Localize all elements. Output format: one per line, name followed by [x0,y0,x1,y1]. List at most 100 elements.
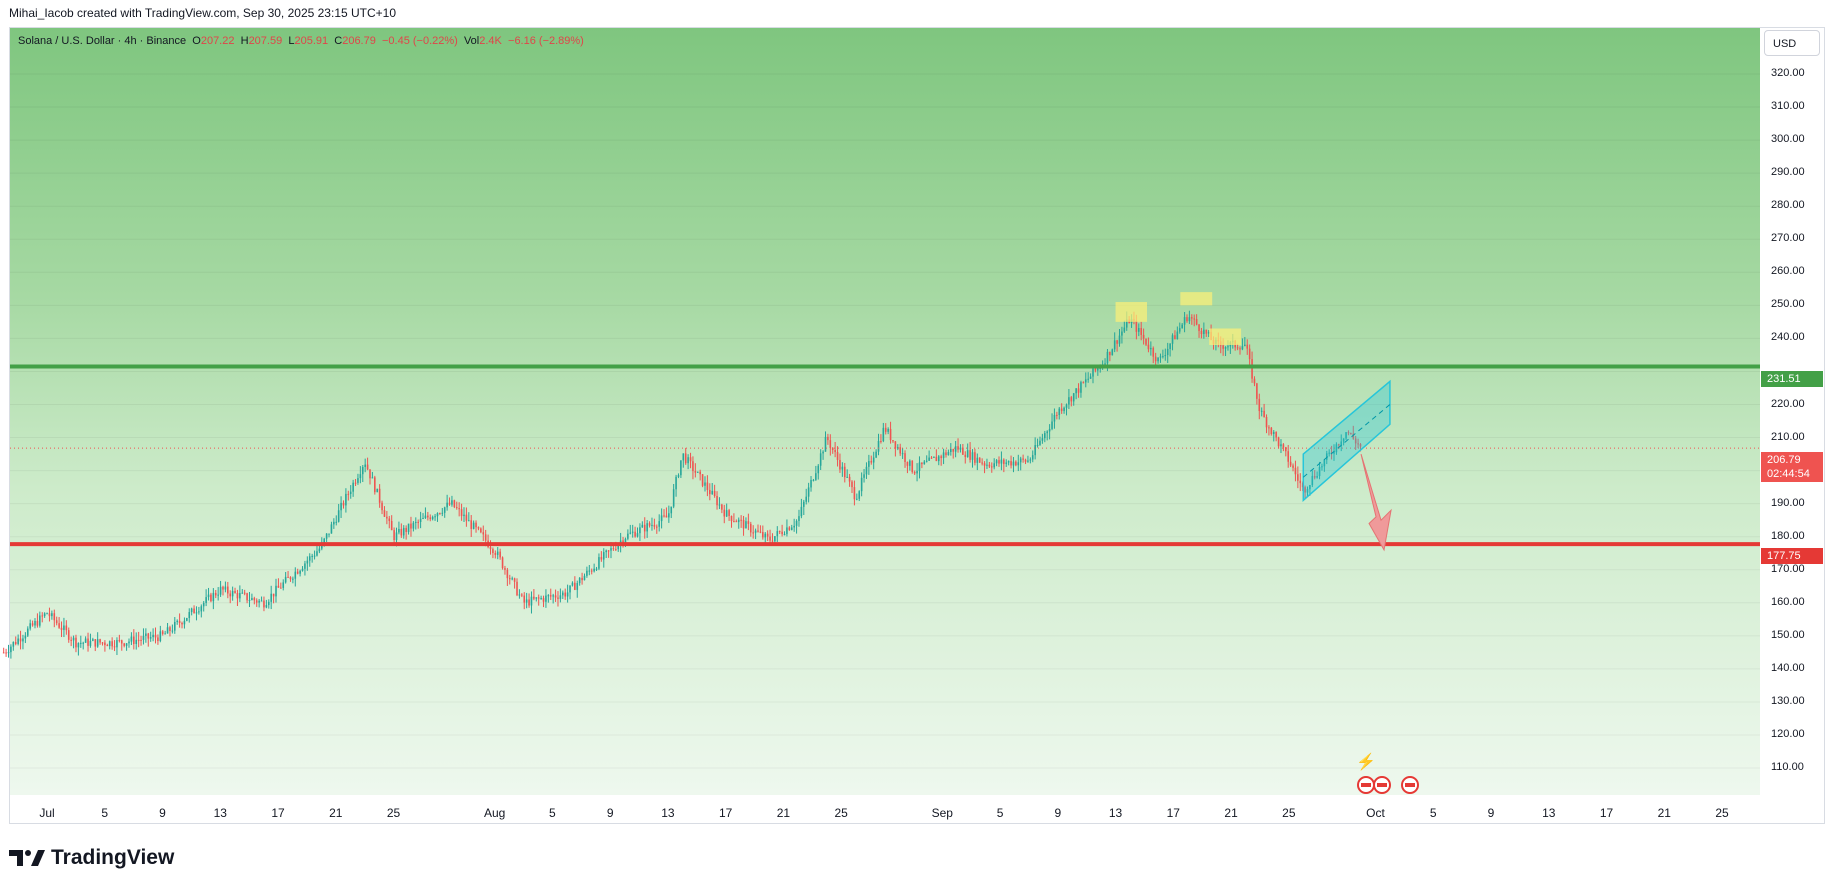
candle-body [1275,431,1277,438]
candle-body [72,637,75,641]
candle-body [735,521,738,523]
candle-body [993,463,995,468]
candle-body [870,460,873,463]
candle-body [263,600,265,608]
time-axis-label: 25 [1282,806,1296,820]
candle-body [617,544,620,550]
candle-body [998,460,1000,464]
candle-body [803,501,805,507]
candle-body [260,600,263,602]
candle-body [682,453,685,461]
candle-body [822,451,824,454]
candle-body [205,597,207,603]
low-label: L [288,35,295,47]
candle-body [709,489,711,495]
candle-body [677,475,680,477]
candle-body [1222,345,1224,349]
candle-body [1003,459,1005,464]
price-axis-label: 170.00 [1771,562,1805,575]
candle-body [725,510,728,517]
candle-body [29,623,31,629]
candle-body [1029,459,1032,461]
candle-body [1157,357,1159,362]
candle-body [769,536,771,541]
candle-body [1137,327,1140,332]
candle-body [1031,455,1034,460]
candle-body [978,457,981,463]
candle-body [26,628,29,636]
candle-body [1015,461,1017,466]
candle-body [142,635,145,640]
candle-body [566,592,569,597]
candle-body [1316,476,1318,478]
currency-button[interactable]: USD [1764,30,1820,56]
candle-body [525,599,528,603]
time-axis-label: 9 [606,806,614,820]
candle-body [684,453,687,464]
candle-body [161,631,164,634]
candle-body [133,636,135,644]
candle-body [390,520,393,531]
candle-body [46,613,48,615]
candle-body [67,630,70,640]
time-axis-label: 9 [159,806,166,820]
candle-body [523,595,526,603]
candle-body [116,640,118,648]
candle-body [157,637,159,641]
candle-body [272,593,275,597]
candle-body [776,531,779,537]
candle-body [783,534,786,536]
candle-body [227,586,229,594]
candle-body [1241,346,1244,350]
last-price-value: 206.79 [1767,454,1801,466]
candle-body [612,548,615,550]
lightning-icon[interactable]: ⚡ [1356,754,1376,771]
candle-body [308,556,311,561]
chart-plot-area[interactable] [10,28,1760,795]
price-axis-label: 250.00 [1771,298,1805,311]
candle-body [1248,348,1251,360]
candle-body [1304,487,1306,493]
tradingview-logo[interactable]: TradingView [9,846,174,870]
candle-body [590,570,593,572]
candle-body [470,520,473,529]
candle-body [547,595,550,597]
candle-body [451,500,453,505]
candle-body [1282,444,1285,448]
time-axis-label: 5 [996,806,1004,820]
candle-body [1323,459,1326,467]
candle-body [911,460,914,473]
candle-body [289,577,292,580]
candle-body [815,473,817,480]
candle-body [349,491,352,495]
candle-body [889,428,892,441]
us-event-flag-icon[interactable] [1373,776,1391,794]
candle-body [318,548,321,552]
candle-body [610,548,612,551]
candle-body [798,516,800,521]
candle-body [1084,379,1087,383]
candle-body [1111,349,1114,356]
candle-body [793,525,795,528]
candle-body [1193,318,1196,320]
high-value: 207.59 [248,35,283,47]
candle-body [296,571,299,574]
candle-body [145,633,147,636]
candle-body [1039,440,1041,445]
price-axis-label: 210.00 [1771,430,1805,443]
candle-body [1178,328,1181,332]
candle-body [506,569,509,579]
time-axis-label: 13 [1542,806,1556,820]
candle-body [1251,359,1253,379]
candle-body [431,516,434,520]
volume-value: 2.4K [479,35,502,47]
us-event-flag-icon[interactable] [1401,776,1419,794]
time-axis-label: 21 [329,806,343,820]
candle-body [36,620,39,626]
candle-body [166,627,169,634]
candle-body [1299,480,1302,484]
candle-body [1094,368,1097,371]
candle-body [417,521,419,523]
candle-body [82,642,85,644]
